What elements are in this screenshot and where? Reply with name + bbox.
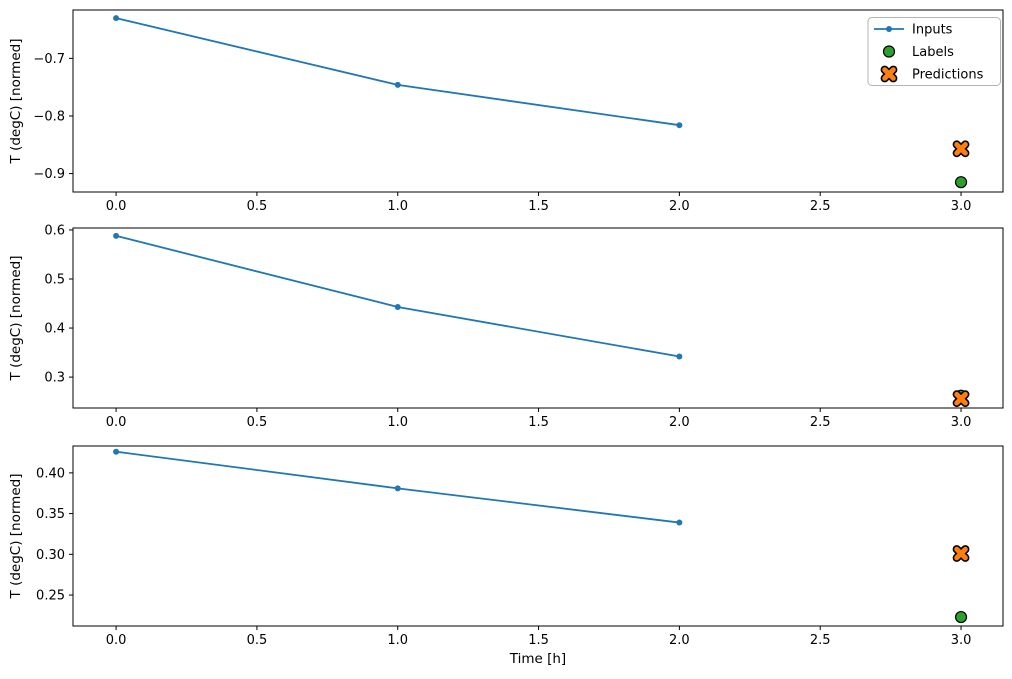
y-tick-label: 0.3: [44, 371, 65, 386]
labels-marker: [954, 610, 968, 624]
axes-frame: [72, 9, 1004, 193]
legend-label: Inputs: [912, 23, 953, 38]
legend-frame: [867, 17, 1001, 86]
x-tick-label: 0.5: [247, 633, 268, 648]
labels-marker: [954, 176, 968, 189]
y-tick-label: 0.25: [36, 589, 65, 604]
x-tick-label: 1.0: [387, 415, 408, 430]
legend-entry: Labels: [882, 45, 954, 60]
x-axis-label: Time [h]: [509, 651, 566, 667]
legend-dot-sample: [886, 26, 892, 32]
legend-circle-sample: [882, 45, 896, 58]
inputs-point: [113, 15, 120, 22]
legend-x-sample: [880, 65, 898, 83]
x-tick-label: 0.5: [247, 415, 268, 430]
y-tick-label: 0.30: [36, 548, 65, 563]
legend-label: Predictions: [912, 68, 984, 83]
axes-frame: [72, 445, 1004, 627]
inputs-point: [113, 232, 120, 239]
x-marker-fill: [954, 546, 968, 561]
y-tick-label: −0.7: [33, 52, 65, 67]
x-tick-label: 3.0: [951, 199, 972, 214]
subplot-3: 0.25 0.30 0.35 0.40 0.0 0.5 1.0 1.5 2.0 2.5 3.0 T (…: [8, 445, 1004, 667]
x-marker-fill: [954, 142, 968, 156]
y-tick-label: 0.35: [36, 507, 65, 522]
legend: Inputs Labels Predictions: [867, 17, 1001, 86]
x-tick-label: 1.0: [387, 633, 408, 648]
y-tick-label: 0.5: [44, 273, 65, 288]
inputs-point: [394, 485, 401, 492]
x-tick-label: 0.5: [247, 199, 268, 214]
y-tick-label: 0.4: [44, 322, 65, 337]
inputs-point: [394, 81, 401, 88]
y-axis-label: T (degC) [normed]: [8, 474, 24, 600]
x-marker-fill: [882, 67, 896, 81]
x-tick-label: 2.0: [669, 199, 690, 214]
inputs-point: [394, 303, 401, 310]
x-tick-label: 3.0: [951, 415, 972, 430]
predictions-marker: [952, 390, 970, 408]
x-tick-label: 1.5: [528, 633, 549, 648]
x-tick-label: 3.0: [951, 633, 972, 648]
x-tick-label: 2.5: [810, 415, 831, 430]
subplot-2: 0.3 0.4 0.5 0.6 0.0 0.5 1.0 1.5 2.0 2.5 3.0 T (degC…: [8, 223, 1004, 430]
legend-entry: Predictions: [880, 65, 984, 83]
subplot-1: −0.7 −0.8 −0.9 0.0 0.5 1.0 1.5 2.0 2.5 3.0 T (degC…: [8, 9, 1004, 214]
x-tick-label: 0.0: [106, 633, 127, 648]
x-tick-label: 1.0: [387, 199, 408, 214]
y-tick-label: −0.9: [33, 167, 65, 182]
x-tick-label: 2.5: [810, 633, 831, 648]
inputs-point: [113, 448, 120, 455]
inputs-point: [676, 519, 683, 526]
x-tick-label: 2.5: [810, 199, 831, 214]
y-axis-label: T (degC) [normed]: [8, 39, 24, 165]
y-axis-label: T (degC) [normed]: [8, 256, 24, 382]
x-tick-label: 2.0: [669, 633, 690, 648]
inputs-point: [676, 122, 683, 129]
y-tick-label: 0.40: [36, 466, 65, 481]
x-tick-label: 1.5: [528, 199, 549, 214]
predictions-marker: [952, 140, 970, 158]
x-tick-label: 0.0: [106, 415, 127, 430]
inputs-point: [676, 353, 683, 360]
x-tick-label: 2.0: [669, 415, 690, 430]
legend-entry: Inputs: [874, 23, 953, 38]
axes-frame: [72, 227, 1004, 409]
x-marker-fill: [954, 391, 968, 406]
x-tick-label: 0.0: [106, 199, 127, 214]
y-tick-label: −0.8: [33, 109, 65, 124]
x-tick-label: 1.5: [528, 415, 549, 430]
predictions-marker: [952, 545, 970, 562]
y-tick-label: 0.6: [44, 223, 65, 238]
legend-label: Labels: [912, 45, 954, 60]
